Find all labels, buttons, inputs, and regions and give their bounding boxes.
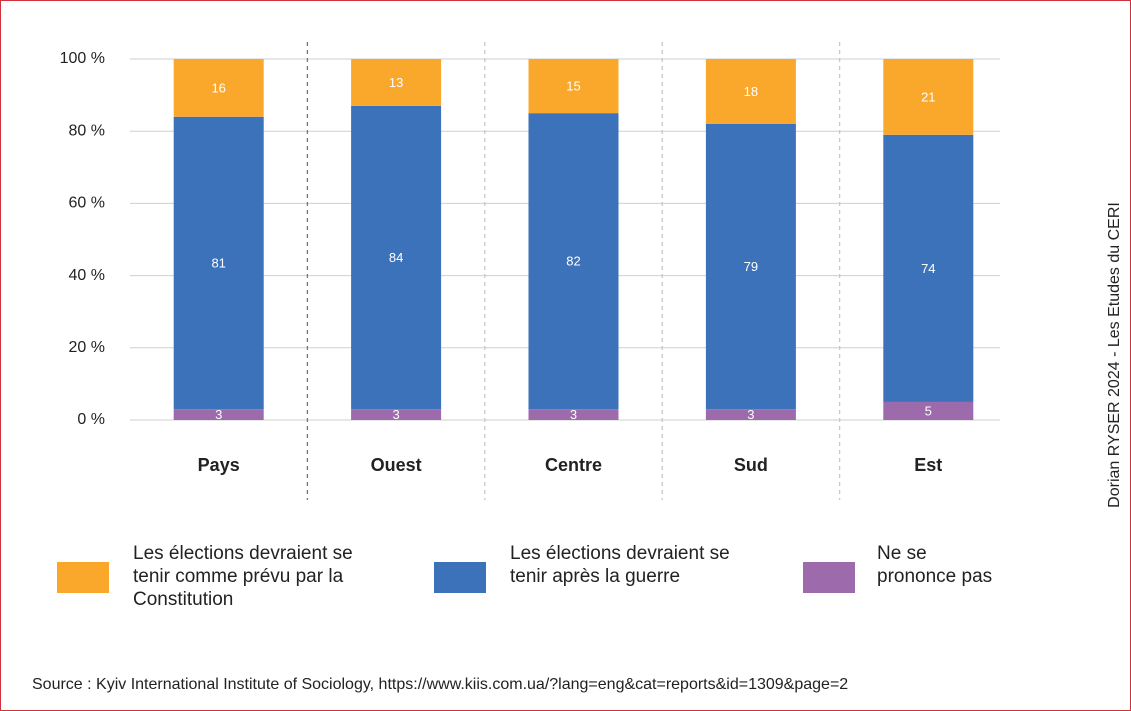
x-tick-label: Centre [545,455,602,475]
bar-segment [883,59,974,135]
legend-swatch [434,562,486,593]
x-tick-label: Pays [198,455,240,475]
bar-segment [883,401,974,420]
data-label: 3 [215,407,222,422]
data-label: 3 [747,407,754,422]
legend-swatch [57,562,109,593]
legend-label: Les élections devraient se tenir comme p… [133,543,353,610]
x-tick-label: Ouest [371,455,422,475]
data-label: 84 [389,250,403,265]
bar-segment [528,59,619,114]
bar-segment [705,409,796,420]
bar-segment [173,409,264,420]
bar-segment [351,59,442,106]
y-tick-label: 40 % [69,267,105,284]
data-label: 82 [566,254,580,269]
y-tick-label: 100 % [60,50,105,67]
x-tick-label: Sud [734,455,768,475]
bar-segment [883,134,974,402]
bar-segment [351,409,442,420]
bar-segment [528,113,619,410]
data-label: 21 [921,89,935,104]
bar-segment [173,116,264,410]
legend-swatch [803,562,855,593]
data-label: 13 [389,75,403,90]
data-label: 16 [211,80,225,95]
source: Source : Kyiv International Institute of… [32,676,849,693]
bar-segment [528,409,619,420]
x-tick-label: Est [914,455,942,475]
legend-label: Les élections devraient se tenir après l… [510,543,730,587]
data-label: 5 [925,403,932,418]
y-tick-label: 20 % [69,339,105,356]
data-label: 15 [566,79,580,94]
data-label: 74 [921,261,935,276]
credit: Dorian RYSER 2024 - Les Etudes du CERI [1106,202,1123,508]
bar-segment [705,123,796,410]
bar-segment [351,105,442,410]
y-tick-label: 0 % [77,411,105,428]
y-tick-label: 60 % [69,195,105,212]
data-label: 3 [570,407,577,422]
y-tick-label: 80 % [69,122,105,139]
legend-label: Ne se prononce pas [877,543,993,587]
data-label: 18 [744,84,758,99]
data-label: 81 [211,255,225,270]
bar-segment [705,59,796,124]
bar-segment [173,59,264,117]
data-label: 79 [744,259,758,274]
data-label: 3 [392,407,399,422]
